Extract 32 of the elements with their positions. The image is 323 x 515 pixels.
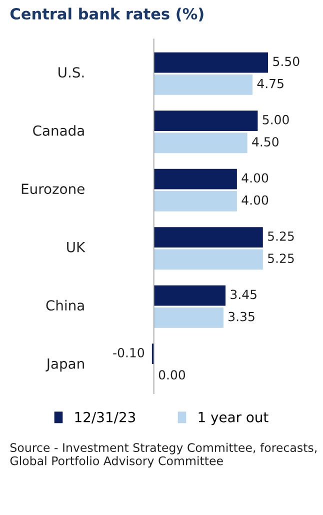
data-label: 4.00 — [242, 195, 268, 205]
bar — [154, 227, 263, 248]
bar — [154, 307, 224, 328]
data-label: 5.25 — [268, 254, 294, 264]
bar — [154, 52, 268, 73]
bar — [154, 249, 263, 270]
source-note: Source - Investment Strategy Committee, forecasts, Global Portfolio Advisory Committee — [10, 442, 316, 468]
bar — [154, 132, 248, 154]
bar — [154, 74, 253, 95]
data-label: -0.10 — [113, 348, 144, 358]
legend-label: 12/31/23 — [75, 412, 136, 424]
data-label: 3.35 — [228, 312, 254, 322]
bar — [154, 285, 226, 306]
data-label: 5.25 — [268, 231, 294, 241]
data-label: 0.00 — [158, 370, 186, 380]
y-tick-label: U.S. — [58, 67, 84, 78]
y-tick-label: UK — [67, 242, 86, 252]
bar — [154, 168, 237, 190]
bar — [154, 110, 258, 131]
data-label: 4.00 — [242, 173, 268, 183]
y-tick-label: Canada — [33, 125, 84, 136]
chart-title: Central bank rates (%) — [10, 8, 204, 22]
data-label: 5.00 — [262, 114, 289, 124]
y-tick-label: China — [46, 300, 84, 311]
y-tick-label: Eurozone — [22, 184, 84, 194]
legend-label: 1 year out — [198, 412, 268, 426]
data-label: 3.45 — [230, 290, 256, 300]
bar — [154, 190, 237, 212]
data-label: 4.50 — [252, 137, 278, 147]
data-label: 4.75 — [257, 78, 284, 88]
y-tick-label: Japan — [46, 358, 84, 372]
data-label: 5.50 — [273, 56, 300, 66]
